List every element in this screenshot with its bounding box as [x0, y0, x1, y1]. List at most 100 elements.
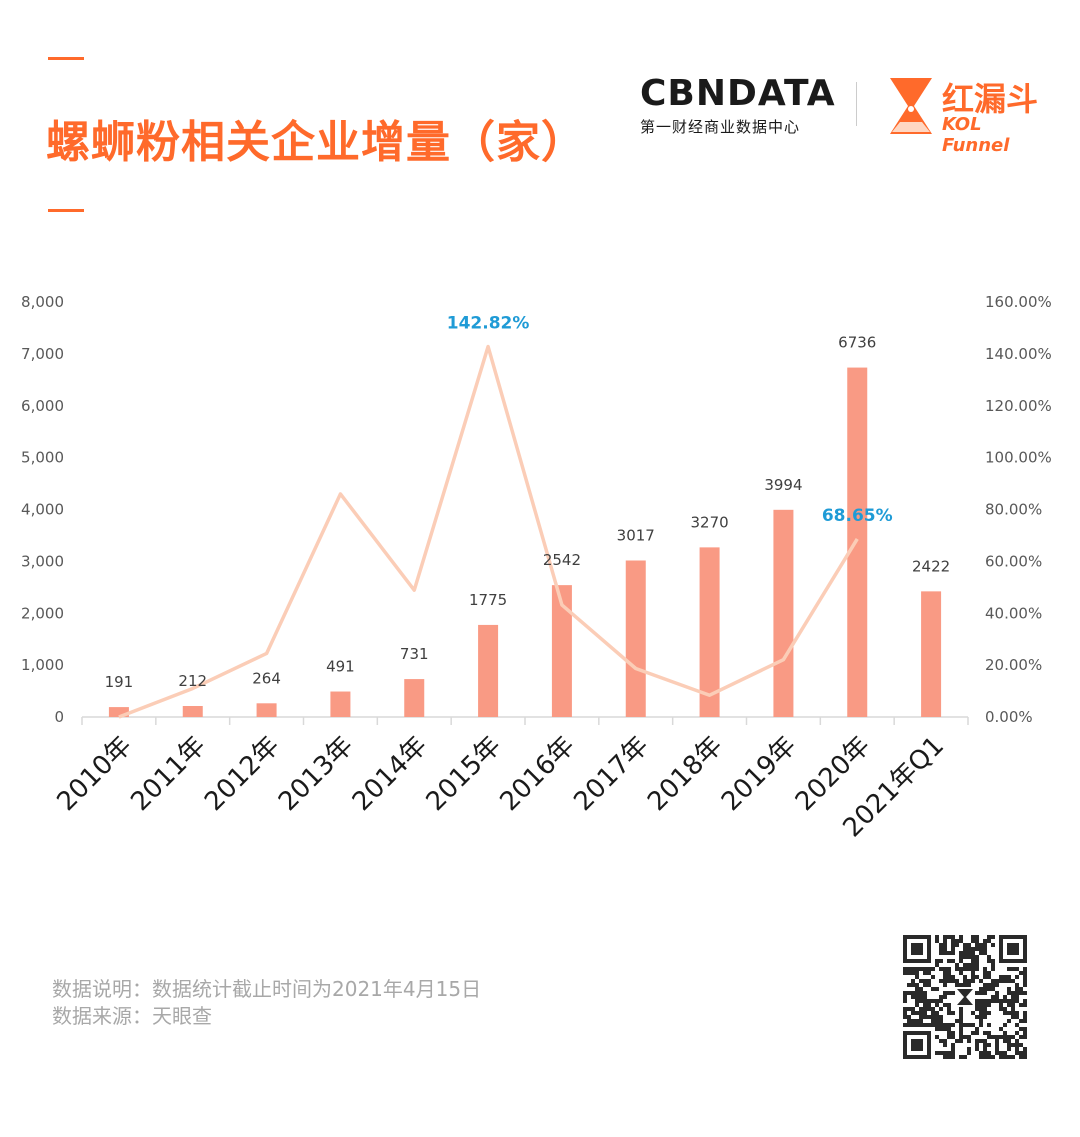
- qr-module: [971, 971, 975, 975]
- data-note-source: 数据来源：天眼查: [52, 1004, 212, 1028]
- x-axis-labels: 2010年2011年2012年2013年2014年2015年2016年2017年…: [51, 731, 950, 844]
- qr-module: [979, 1003, 983, 1007]
- qr-module: [951, 1031, 955, 1035]
- qr-module: [943, 1039, 947, 1043]
- qr-module: [1023, 1051, 1027, 1055]
- qr-module: [947, 991, 951, 995]
- qr-module: [1011, 995, 1015, 999]
- qr-module: [915, 983, 919, 987]
- qr-module: [975, 1031, 979, 1035]
- qr-module: [915, 1023, 919, 1027]
- qr-module: [967, 1051, 971, 1055]
- x-axis-label: 2015年: [421, 731, 507, 817]
- qr-module: [935, 959, 939, 963]
- qr-module: [939, 999, 943, 1003]
- qr-module: [951, 1047, 955, 1051]
- qr-module: [987, 1003, 991, 1007]
- qr-module: [999, 975, 1003, 979]
- y-left-tick-label: 0: [54, 708, 64, 726]
- qr-module: [931, 1015, 935, 1019]
- bar: [404, 679, 425, 717]
- qr-module: [1003, 1035, 1007, 1039]
- qr-module: [987, 971, 991, 975]
- y-right-tick-label: 60.00%: [985, 552, 1042, 570]
- qr-module: [1023, 1055, 1027, 1059]
- qr-module: [1023, 1011, 1027, 1015]
- qr-module: [995, 1043, 999, 1047]
- qr-module: [975, 1043, 979, 1047]
- x-axis-ticks: [81, 717, 969, 725]
- qr-module: [955, 983, 959, 987]
- qr-module: [1007, 991, 1011, 995]
- qr-module: [959, 959, 963, 963]
- qr-module: [971, 975, 975, 979]
- qr-module: [1015, 991, 1019, 995]
- qr-module: [939, 1019, 943, 1023]
- qr-module: [983, 987, 987, 991]
- qr-module: [915, 999, 919, 1003]
- qr-module: [919, 1007, 923, 1011]
- qr-module: [971, 959, 975, 963]
- qr-module: [951, 1035, 955, 1039]
- qr-module: [959, 1027, 963, 1031]
- kol-funnel-logo: 红漏斗 KOL Funnel: [884, 74, 1054, 156]
- qr-module: [947, 1011, 951, 1015]
- qr-module: [951, 991, 955, 995]
- qr-module: [979, 943, 983, 947]
- qr-module: [903, 999, 907, 1003]
- qr-module: [991, 963, 995, 967]
- qr-module: [971, 951, 975, 955]
- qr-module: [979, 1019, 983, 1023]
- qr-module: [911, 995, 915, 999]
- qr-module: [935, 999, 939, 1003]
- combo-chart: 0 1,000 2,000 3,000 4,000 5,000 6,000 7,000 8,00…: [21, 293, 1052, 844]
- qr-module: [975, 1039, 979, 1043]
- qr-module: [1007, 1019, 1011, 1023]
- qr-module: [987, 983, 991, 987]
- qr-module: [943, 971, 947, 975]
- qr-module: [911, 1007, 915, 1011]
- qr-module: [1007, 1039, 1011, 1043]
- qr-module: [1011, 1011, 1015, 1015]
- qr-module: [979, 1051, 983, 1055]
- qr-module: [1019, 971, 1023, 975]
- qr-module: [915, 1019, 919, 1023]
- qr-module: [935, 1035, 939, 1039]
- qr-module: [983, 943, 987, 947]
- qr-module: [991, 967, 995, 971]
- qr-module: [935, 1023, 939, 1027]
- qr-module: [923, 995, 927, 999]
- qr-module: [975, 943, 979, 947]
- qr-module: [923, 979, 927, 983]
- qr-module: [931, 987, 935, 991]
- qr-module: [971, 1023, 975, 1027]
- qr-module: [983, 975, 987, 979]
- qr-module: [975, 999, 979, 1003]
- qr-module: [975, 967, 979, 971]
- qr-module: [959, 983, 963, 987]
- qr-module: [911, 1011, 915, 1015]
- qr-module: [951, 1043, 955, 1047]
- bar-value-label: 3017: [617, 526, 655, 544]
- qr-module: [975, 959, 979, 963]
- qr-module: [987, 1011, 991, 1015]
- qr-module: [919, 999, 923, 1003]
- qr-module: [923, 971, 927, 975]
- qr-module: [1007, 1035, 1011, 1039]
- qr-module: [979, 1007, 983, 1011]
- qr-module: [987, 1023, 991, 1027]
- qr-module: [955, 979, 959, 983]
- qr-module: [1003, 999, 1007, 1003]
- x-axis-label: 2011年: [125, 731, 211, 817]
- qr-module: [943, 1051, 947, 1055]
- qr-module: [991, 943, 995, 947]
- qr-module: [939, 947, 943, 951]
- qr-module: [999, 1051, 1003, 1055]
- qr-module: [1007, 1055, 1011, 1059]
- cbndata-logo: CBNDATA 第一财经商业数据中心: [640, 74, 835, 137]
- qr-module: [959, 1007, 963, 1011]
- x-axis-label: 2013年: [273, 731, 359, 817]
- qr-module: [903, 967, 907, 971]
- qr-module: [907, 1019, 911, 1023]
- y-right-tick-label: 0.00%: [985, 708, 1033, 726]
